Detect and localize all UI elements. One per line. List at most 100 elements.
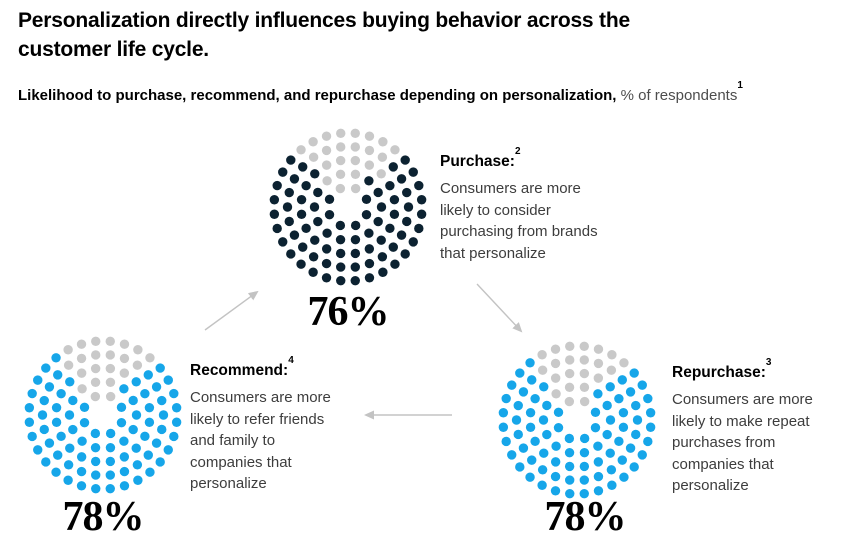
purchase-dot [403, 202, 414, 212]
recommend-dot [157, 395, 167, 406]
purchase-dot [321, 160, 332, 170]
recommend-dot [76, 339, 87, 349]
recommend-dot [119, 384, 129, 394]
repurchase-dot [602, 429, 612, 440]
repurchase-dot [625, 387, 636, 397]
repurchase-dot [579, 461, 590, 472]
repurchase-dot [550, 457, 561, 467]
recommend-dot [145, 467, 155, 477]
purchase-dot [308, 137, 318, 147]
purchase-dot [321, 131, 332, 141]
purchase-dot [336, 142, 346, 152]
purchase-dot [390, 145, 400, 155]
recommend-dot [143, 450, 153, 460]
repurchase-dot [579, 382, 590, 393]
recommend-dot [24, 403, 35, 413]
purchase-dot [296, 145, 306, 155]
purchase-dot [378, 267, 388, 277]
purchase-dot [376, 202, 387, 212]
purchase-dot [396, 174, 407, 184]
purchase-dot [402, 216, 412, 227]
repurchase-dot [551, 441, 561, 451]
repurchase-dot [564, 433, 575, 444]
purchase-dot [361, 209, 372, 220]
purchase-dot [414, 180, 424, 191]
purchase-dot [313, 216, 323, 227]
purchase-dot [335, 155, 346, 166]
repurchase-dot [614, 393, 624, 404]
purchase-dot [324, 194, 335, 205]
arrow-purchase-to-repurchase-icon [476, 283, 523, 333]
repurchase-dot [551, 389, 561, 399]
recommend-dot [145, 353, 155, 363]
purchase-dot [286, 249, 296, 259]
recommend-dot [90, 391, 101, 402]
repurchase-dot [525, 472, 535, 482]
recommend-dot [140, 388, 150, 399]
recommend-dot [27, 388, 37, 399]
purchase-dot [389, 194, 400, 205]
repurchase-dot [579, 475, 589, 485]
repurchase-dot [498, 408, 509, 418]
purchase-dot [402, 187, 412, 198]
recommend-dot [169, 431, 179, 442]
recommend-dot [51, 467, 61, 477]
purchase-dot [321, 273, 332, 283]
repurchase-dot [619, 358, 629, 368]
repurchase-dot [537, 365, 548, 375]
purchase-dot [322, 176, 332, 186]
recommend-dot [155, 457, 165, 467]
recommend-dot [76, 481, 87, 491]
recommend-dot [163, 375, 173, 385]
recommend-dot [63, 345, 73, 355]
purchase-dot [396, 230, 407, 240]
recommend-dot [63, 360, 74, 370]
purchase-dot [416, 195, 427, 205]
recommend-dot [65, 377, 75, 387]
repurchase-dot [525, 422, 536, 433]
purchase-dot [269, 209, 280, 219]
purchase-dot [284, 216, 294, 227]
purchase-dot-circle [269, 128, 427, 286]
recommend-dot [155, 363, 165, 373]
repurchase-dot [564, 368, 575, 379]
repurchase-dot [606, 365, 617, 375]
recommend-dot [105, 336, 115, 347]
repurchase-dot [629, 368, 639, 378]
repurchase-dot [637, 380, 647, 390]
recommend-dot [158, 410, 169, 420]
purchase-dot [376, 235, 386, 245]
recommend-dot [133, 475, 143, 485]
recommend-dot [131, 443, 141, 453]
purchase-dot [308, 252, 319, 262]
recommend-dot [65, 443, 75, 453]
repurchase-dot [550, 486, 561, 496]
purchase-dot [408, 237, 418, 247]
recommend-dot [116, 417, 127, 428]
recommend-dot [105, 483, 115, 494]
recommend-dot [157, 424, 167, 435]
purchase-dot [350, 248, 361, 259]
repurchase-text-block: Repurchase:3 Consumers are more likely t… [672, 357, 837, 497]
purchase-dot [350, 155, 361, 166]
repurchase-dot [593, 457, 604, 467]
purchase-dot [282, 202, 293, 212]
purchase-dot [269, 195, 280, 205]
repurchase-dot [513, 400, 523, 411]
repurchase-dot [579, 433, 590, 444]
repurchase-dot [564, 461, 575, 472]
repurchase-dot [542, 400, 552, 411]
repurchase-description: Consumers are more likely to make repeat… [672, 391, 813, 495]
recommend-dot [116, 402, 127, 413]
recommend-dot [76, 353, 87, 364]
repurchase-footnote-marker: 3 [765, 357, 772, 368]
repurchase-dot [645, 422, 656, 432]
purchase-dot [390, 259, 400, 269]
repurchase-dot [593, 358, 604, 369]
repurchase-dot [550, 344, 561, 354]
recommend-dot [132, 460, 143, 470]
repurchase-dot [525, 407, 536, 418]
purchase-dot [335, 183, 346, 194]
repurchase-dot [565, 355, 575, 365]
purchase-dot [408, 167, 418, 177]
